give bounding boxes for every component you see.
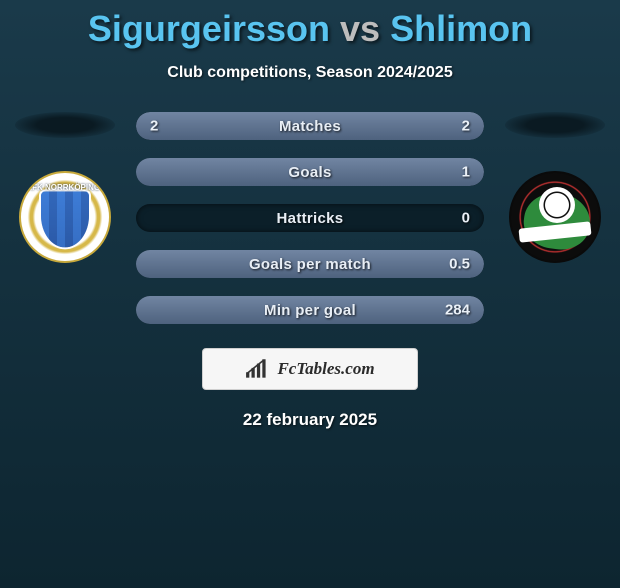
club-crest-right (506, 168, 604, 266)
comparison-panel: IFK NORRKÖPING 2 2 Matches 1 Goals 0 Hattricks… (10, 112, 610, 324)
stat-value-right: 1 (462, 164, 470, 181)
chart-icon (245, 359, 271, 379)
branding-badge: FcTables.com (202, 348, 418, 390)
player2-name: Shlimon (390, 8, 532, 49)
stat-value-left: 2 (150, 118, 158, 135)
stat-value-right: 0 (462, 210, 470, 227)
branding-text: FcTables.com (277, 359, 374, 379)
stat-value-right: 2 (462, 118, 470, 135)
vs-text: vs (340, 8, 380, 49)
player1-name: Sigurgeirsson (88, 8, 330, 49)
stat-bars: 2 2 Matches 1 Goals 0 Hattricks 0.5 Goals per ma… (130, 112, 490, 324)
stat-label: Goals (288, 164, 331, 181)
player1-silhouette (15, 112, 115, 138)
club-crest-left: IFK NORRKÖPING (16, 168, 114, 266)
stat-value-right: 0.5 (449, 256, 470, 273)
stat-bar: 0 Hattricks (136, 204, 484, 232)
stat-bar: 284 Min per goal (136, 296, 484, 324)
stat-label: Goals per match (249, 256, 371, 273)
stat-label: Min per goal (264, 302, 356, 319)
page-title: Sigurgeirsson vs Shlimon (10, 8, 610, 50)
right-side (500, 112, 610, 266)
left-side: IFK NORRKÖPING (10, 112, 120, 266)
stat-bar: 2 2 Matches (136, 112, 484, 140)
crest-left-text: IFK NORRKÖPING (21, 183, 109, 192)
stat-bar: 1 Goals (136, 158, 484, 186)
date-text: 22 february 2025 (10, 410, 610, 430)
stat-label: Matches (279, 118, 341, 135)
stat-label: Hattricks (277, 210, 344, 227)
stat-bar: 0.5 Goals per match (136, 250, 484, 278)
subtitle: Club competitions, Season 2024/2025 (10, 64, 610, 82)
player2-silhouette (505, 112, 605, 138)
stat-value-right: 284 (445, 302, 470, 319)
